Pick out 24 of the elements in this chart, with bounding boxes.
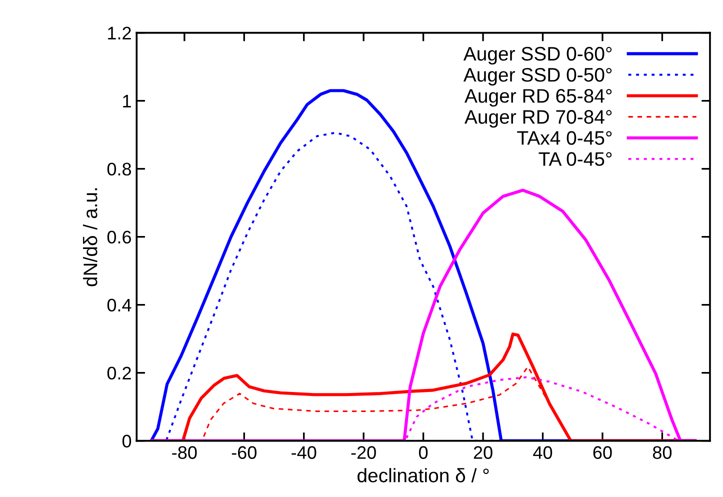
x-tick-label: 60 [593, 446, 612, 459]
legend-label: Auger RD 70-84° [464, 110, 612, 128]
legend-label: Auger SSD 0-50° [463, 68, 612, 86]
y-tick-label: 0.2 [107, 366, 131, 380]
x-tick-label: -80 [172, 446, 197, 459]
legend-label: TA 0-45° [538, 152, 612, 166]
legend-label: Auger SSD 0-60° [463, 46, 612, 65]
y-tick-label: 0.8 [107, 162, 132, 176]
x-tick-label: -60 [232, 446, 256, 459]
legend-label: Auger RD 65-84° [464, 89, 612, 107]
y-tick-label: 0.6 [107, 230, 131, 244]
y-axis-title: dN/dδ / a.u. [83, 188, 98, 286]
y-tick-label: 1 [123, 94, 131, 108]
x-tick-label: 0 [419, 446, 428, 459]
y-tick-label: 0.4 [107, 298, 132, 312]
x-tick-label: -40 [292, 446, 316, 459]
x-tick-label: 40 [533, 446, 552, 459]
x-tick-label: 20 [474, 446, 492, 459]
x-tick-label: -20 [351, 446, 376, 459]
y-tick-label: 0 [122, 434, 132, 448]
y-tick-label: 1.2 [108, 26, 131, 40]
x-axis-title: declination δ / ° [358, 468, 489, 482]
legend-label: TAx4 0-45° [517, 131, 612, 145]
x-tick-label: 80 [652, 446, 672, 459]
